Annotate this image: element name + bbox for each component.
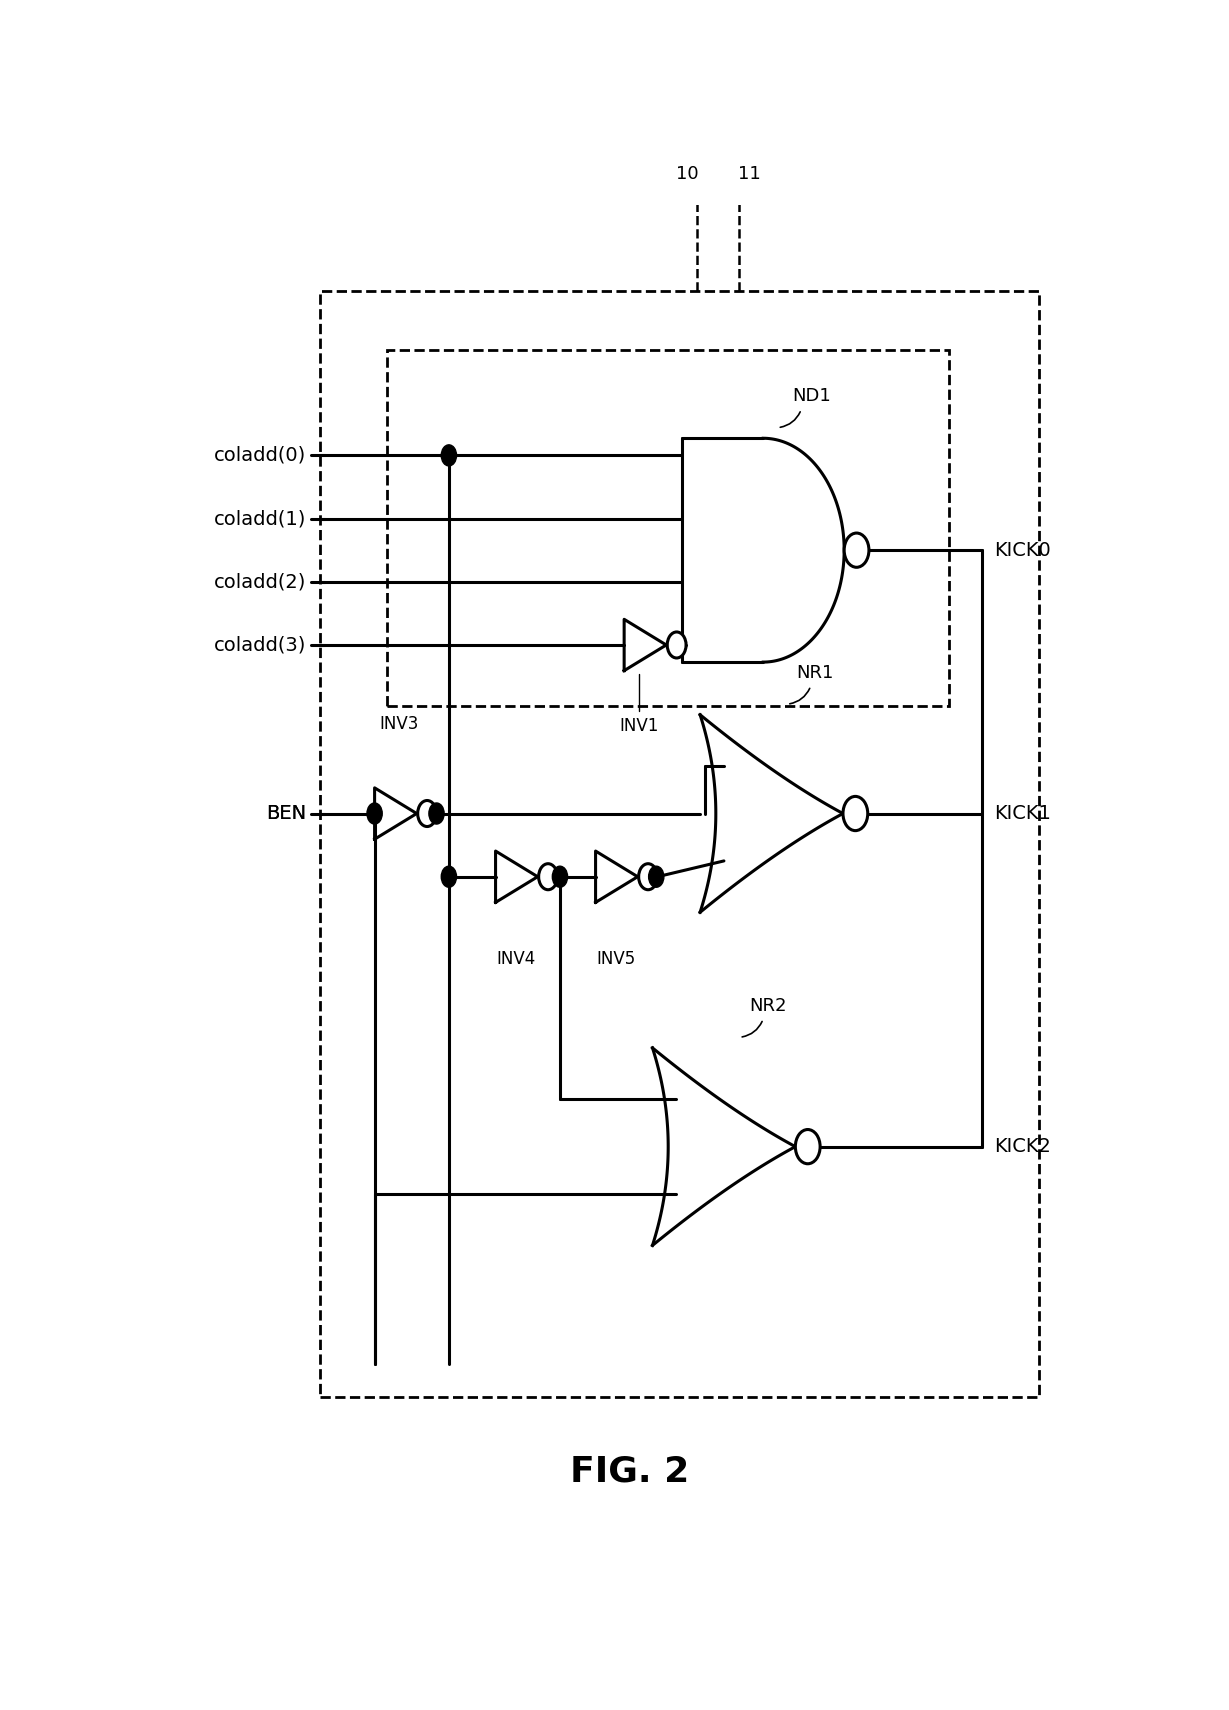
Circle shape: [367, 804, 382, 824]
Text: BEN: BEN: [265, 804, 306, 823]
Text: KICK2: KICK2: [994, 1137, 1051, 1156]
Circle shape: [795, 1130, 820, 1165]
Circle shape: [552, 867, 568, 887]
Text: KICK0: KICK0: [994, 540, 1051, 559]
Text: 11: 11: [737, 164, 761, 183]
Text: NR2: NR2: [748, 997, 787, 1016]
Text: 10: 10: [676, 164, 698, 183]
Text: INV4: INV4: [497, 951, 535, 968]
Text: coladd(1): coladd(1): [214, 510, 306, 528]
Circle shape: [639, 864, 658, 889]
Text: KICK1: KICK1: [994, 804, 1051, 823]
Circle shape: [667, 633, 686, 658]
Circle shape: [649, 867, 664, 887]
Text: INV5: INV5: [596, 951, 635, 968]
Text: INV3: INV3: [380, 715, 419, 734]
Text: BEN: BEN: [265, 804, 306, 823]
Circle shape: [441, 445, 456, 465]
Text: ND1: ND1: [791, 388, 831, 405]
Text: coladd(3): coladd(3): [214, 636, 306, 655]
Circle shape: [429, 804, 444, 824]
Circle shape: [538, 864, 558, 889]
Text: FIG. 2: FIG. 2: [570, 1455, 689, 1489]
Text: coladd(2): coladd(2): [214, 573, 306, 592]
Text: coladd(0): coladd(0): [214, 446, 306, 465]
Bar: [321, 291, 1040, 1397]
Circle shape: [843, 797, 868, 831]
Text: INV1: INV1: [619, 718, 659, 735]
Circle shape: [418, 800, 436, 826]
Text: NR1: NR1: [796, 663, 834, 682]
Circle shape: [441, 867, 456, 887]
Circle shape: [844, 534, 869, 568]
Bar: [387, 351, 949, 706]
